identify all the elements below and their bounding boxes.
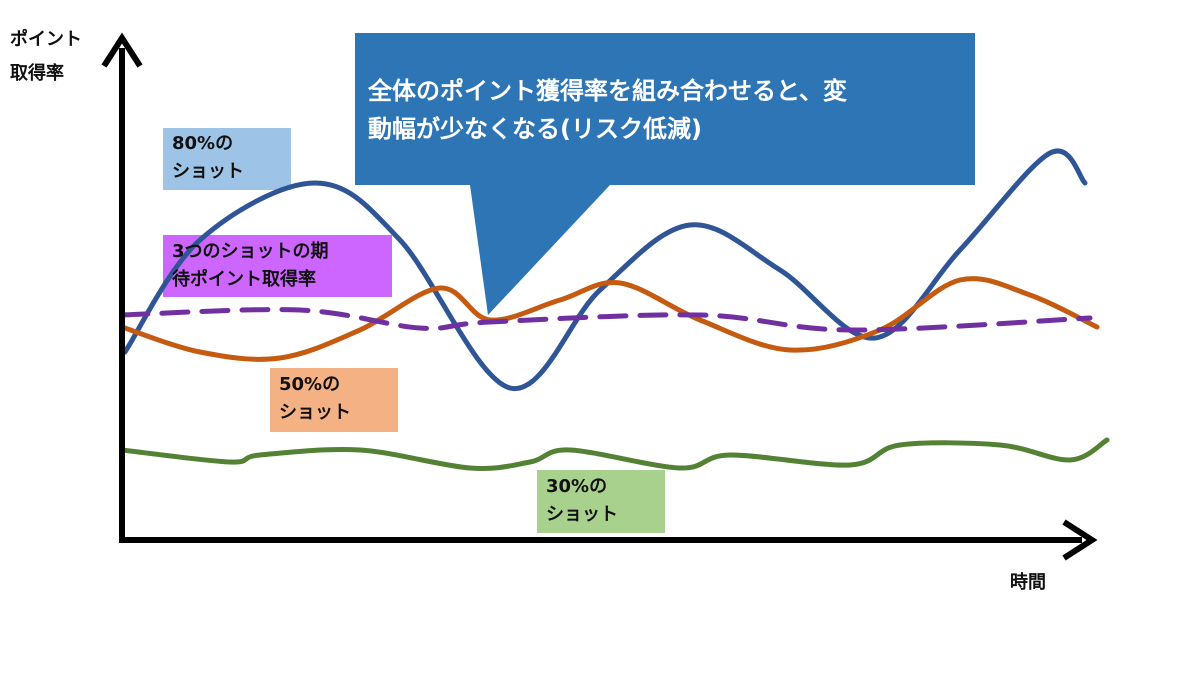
label-text: ショット — [279, 402, 351, 423]
curve — [119, 437, 1110, 471]
label-box — [270, 368, 398, 432]
label-text: 30%の — [546, 476, 607, 497]
x-axis-label: 時間 — [1010, 572, 1046, 593]
y-axis-label: ポイント — [10, 28, 82, 50]
label-box — [163, 235, 392, 297]
y-axis-label: 取得率 — [10, 62, 64, 84]
label-text: ショット — [172, 161, 244, 182]
callout-text: 動幅が少なくなる(リスク低減) — [368, 115, 702, 143]
label-text: 3つのショットの期 — [172, 241, 329, 262]
curve — [119, 276, 1100, 362]
callout-text: 全体のポイント獲得率を組み合わせると、変 — [367, 77, 847, 105]
label-text: 80%の — [172, 133, 233, 154]
curve — [119, 307, 1093, 333]
y-axis-arrow — [101, 32, 143, 68]
label-box — [163, 128, 291, 190]
label-text: 待ポイント取得率 — [172, 268, 316, 290]
label-text: 50%の — [279, 374, 340, 395]
x-axis-arrow — [1062, 519, 1098, 561]
label-text: ショット — [546, 504, 618, 525]
label-box — [537, 470, 665, 533]
callout-box — [355, 33, 975, 315]
curve — [122, 148, 1088, 391]
